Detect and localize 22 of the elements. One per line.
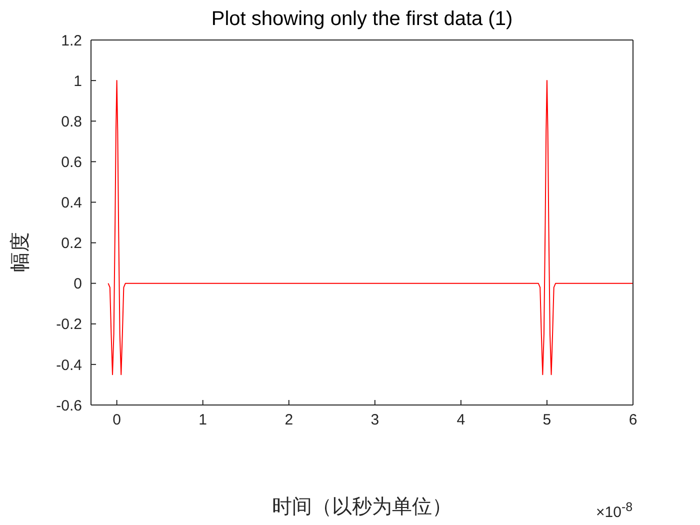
y-tick-label: 0 — [74, 276, 82, 293]
chart-title: Plot showing only the first data (1) — [210, 8, 514, 31]
x-tick-label: 6 — [628, 412, 638, 429]
y-tick-label: 1.2 — [61, 32, 82, 50]
x-tick-label: 2 — [284, 412, 294, 429]
x-tick-label: 1 — [198, 412, 208, 429]
x-tick-label: 4 — [456, 412, 466, 429]
y-tick-label: 1 — [74, 72, 82, 90]
x-tick-label: 5 — [542, 412, 552, 429]
y-tick-label: 0.4 — [61, 194, 82, 212]
text: ×10$^{-8}$ — [596, 500, 633, 521]
y-tick-label: 0.2 — [61, 235, 82, 252]
y-tick-label: 0.8 — [61, 113, 82, 130]
y-tick-label: -0.4 — [56, 356, 82, 374]
x-tick-label: 3 — [370, 412, 380, 429]
x-tick-label: 0 — [112, 412, 121, 429]
y-tick-label: -0.2 — [56, 316, 82, 334]
y-tick-label: 0.6 — [61, 154, 82, 171]
line-series — [108, 80, 633, 376]
y-tick-label: -0.6 — [56, 397, 82, 414]
x-axis-title: 时间（以秒为单位） — [272, 496, 452, 518]
y-axis-title: 幅度 — [8, 232, 32, 272]
